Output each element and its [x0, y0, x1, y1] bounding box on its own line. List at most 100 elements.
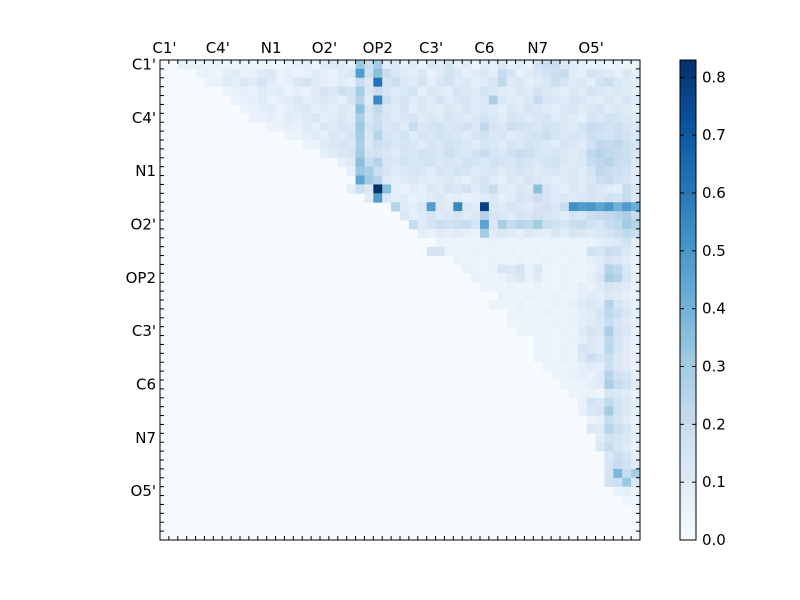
heatmap-cell — [275, 95, 285, 105]
heatmap-cell — [488, 193, 499, 203]
heatmap-cell — [453, 60, 463, 70]
heatmap-cell — [622, 371, 632, 381]
heatmap-cell — [533, 202, 543, 212]
heatmap-cell — [622, 246, 632, 256]
heatmap-cell — [622, 131, 632, 141]
heatmap-cell — [471, 246, 481, 256]
heatmap-cell — [622, 140, 632, 150]
heatmap-cell — [400, 202, 410, 212]
heatmap-cell — [488, 211, 499, 221]
heatmap-cell — [488, 184, 499, 194]
heatmap-cell — [533, 184, 543, 194]
heatmap-cell — [533, 157, 543, 168]
heatmap-cell — [506, 86, 516, 96]
heatmap-cell — [506, 228, 516, 239]
heatmap-cell — [435, 77, 445, 88]
heatmap-cell — [497, 246, 508, 256]
heatmap-cell — [426, 202, 436, 212]
heatmap-cell — [613, 433, 623, 443]
heatmap-cell — [382, 95, 392, 105]
heatmap-cell — [622, 468, 632, 479]
heatmap-cell — [577, 193, 588, 203]
heatmap-cell — [568, 228, 579, 239]
heatmap-cell — [586, 353, 596, 363]
heatmap-cell — [391, 104, 401, 114]
heatmap-cell — [622, 264, 632, 274]
heatmap-cell — [613, 326, 623, 336]
heatmap-cell — [577, 326, 588, 336]
heatmap-cell — [204, 60, 214, 70]
heatmap-cell — [568, 335, 579, 345]
heatmap-cell — [568, 77, 579, 88]
heatmap-cell — [497, 220, 508, 230]
heatmap-cell — [586, 211, 596, 221]
heatmap-cell — [506, 77, 516, 88]
heatmap-cell — [631, 353, 641, 363]
heatmap-cell — [417, 220, 428, 230]
heatmap-cell — [524, 122, 534, 132]
y-tick-label: O2' — [131, 215, 156, 233]
x-tick-label: O5' — [578, 39, 603, 57]
heatmap-cell — [577, 335, 588, 345]
heatmap-cell — [400, 211, 410, 221]
heatmap-cell — [542, 157, 552, 168]
heatmap-cell — [604, 68, 614, 79]
heatmap-cell — [408, 104, 419, 114]
heatmap-cell — [488, 237, 499, 248]
heatmap-cell — [622, 220, 632, 230]
heatmap-cell — [497, 140, 508, 150]
heatmap-cell — [631, 326, 641, 336]
heatmap-cell — [302, 122, 312, 132]
heatmap-cell — [551, 193, 561, 203]
heatmap-cell — [355, 175, 365, 185]
heatmap-cell — [275, 104, 285, 114]
heatmap-cell — [284, 104, 294, 114]
heatmap-cell — [284, 60, 294, 70]
heatmap-cell — [568, 220, 579, 230]
heatmap-cell — [577, 371, 588, 381]
heatmap-cell — [355, 157, 365, 168]
heatmap-cell — [577, 104, 588, 114]
heatmap-cell — [568, 362, 579, 372]
heatmap-cell — [568, 380, 579, 390]
heatmap-cell — [560, 246, 570, 256]
heatmap-cell — [568, 131, 579, 141]
heatmap-cell — [595, 282, 605, 292]
heatmap-cell — [426, 184, 436, 194]
heatmap-cell — [533, 308, 543, 319]
y-tick-label: C4' — [132, 109, 156, 127]
heatmap-cell — [560, 264, 570, 274]
heatmap-cell — [444, 95, 454, 105]
heatmap-cell — [435, 131, 445, 141]
heatmap-cell — [604, 451, 614, 461]
heatmap-cell — [373, 148, 383, 159]
heatmap-cell — [622, 388, 632, 399]
heatmap-cell — [204, 77, 214, 88]
heatmap-cell — [577, 60, 588, 70]
heatmap-cell — [480, 202, 490, 212]
heatmap-cell — [533, 68, 543, 79]
heatmap-cell — [284, 68, 294, 79]
heatmap-cell — [408, 175, 419, 185]
heatmap-cell — [311, 113, 321, 123]
heatmap-cell — [293, 104, 303, 114]
heatmap-cell — [560, 255, 570, 265]
heatmap-cell — [595, 362, 605, 372]
heatmap-cell — [586, 220, 596, 230]
colorbar-tick-label: 0.5 — [702, 242, 726, 260]
heatmap-cell — [515, 157, 525, 168]
heatmap-cell — [462, 140, 472, 150]
heatmap-cell — [613, 68, 623, 79]
heatmap-cell — [506, 300, 516, 310]
heatmap-cell — [284, 86, 294, 96]
heatmap-cell — [560, 113, 570, 123]
heatmap-cell — [391, 157, 401, 168]
heatmap-cell — [622, 184, 632, 194]
heatmap-cell — [471, 220, 481, 230]
heatmap-cell — [542, 193, 552, 203]
heatmap-cell — [435, 86, 445, 96]
heatmap-cell — [613, 300, 623, 310]
heatmap-cell — [577, 166, 588, 176]
heatmap-cell — [471, 113, 481, 123]
heatmap-cell — [586, 415, 596, 425]
